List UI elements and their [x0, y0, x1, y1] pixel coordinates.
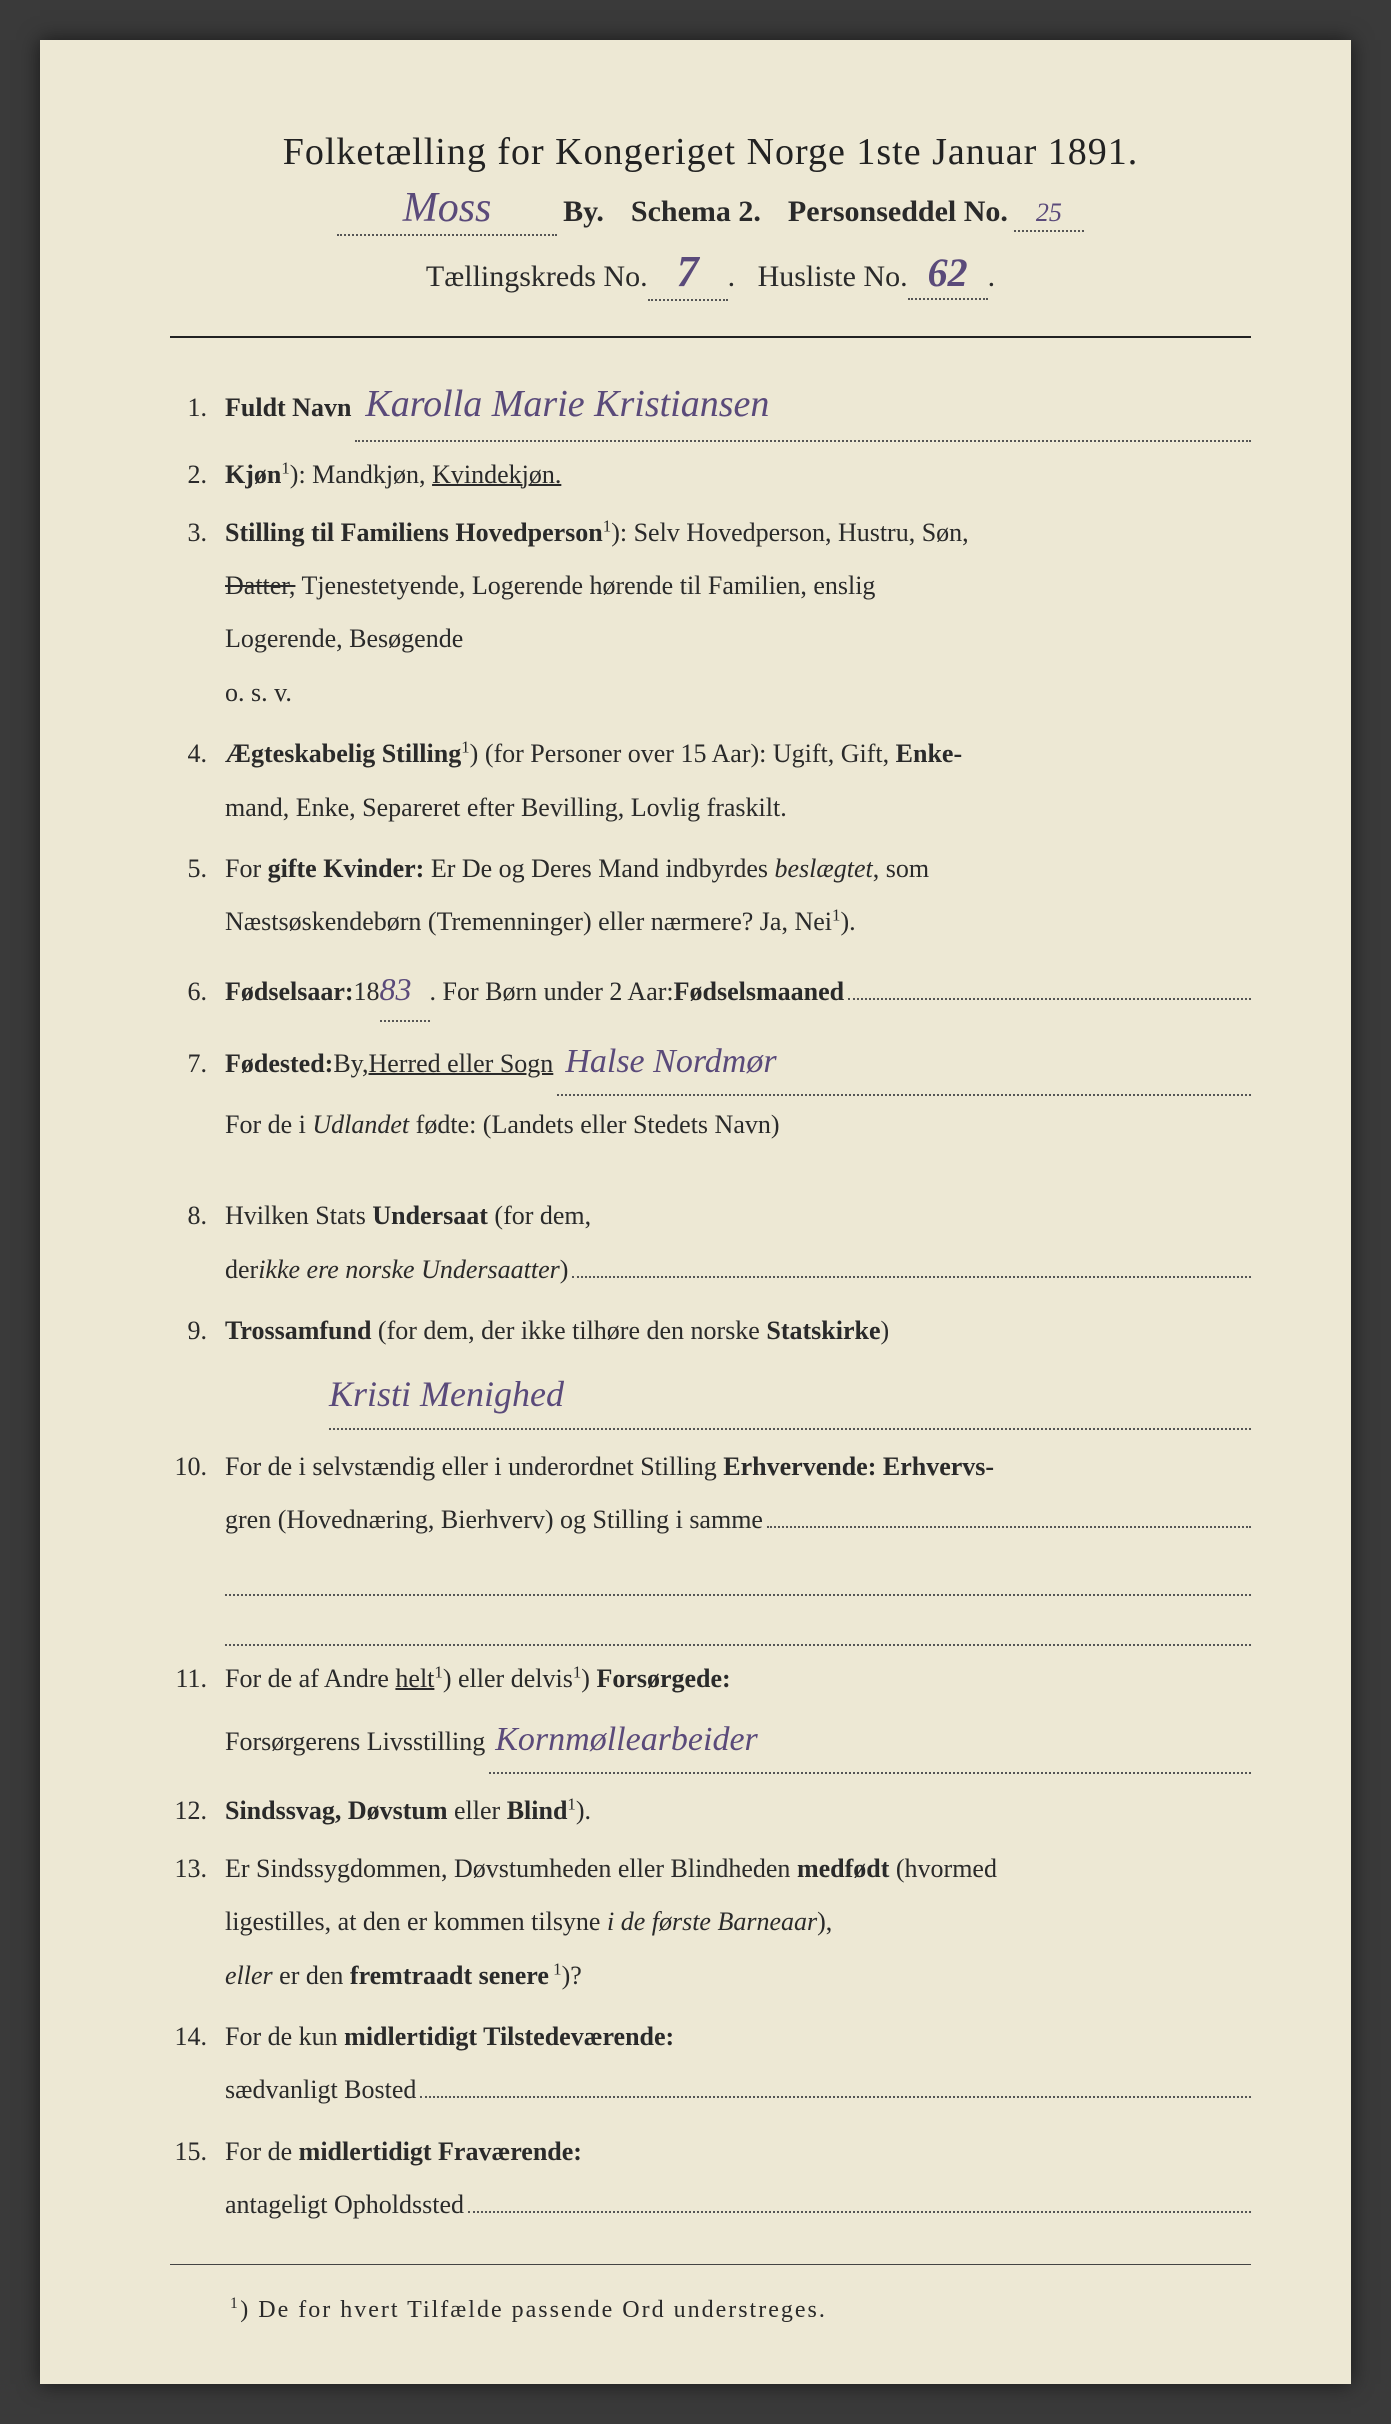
- field-8: 8. Hvilken Stats Undersaat (for dem, der…: [170, 1191, 1251, 1298]
- main-title: Folketælling for Kongeriget Norge 1ste J…: [170, 130, 1251, 174]
- census-form-page: Folketælling for Kongeriget Norge 1ste J…: [40, 40, 1351, 2384]
- personseddel-label: Personseddel No.: [788, 195, 1008, 229]
- kreds-no: 7: [648, 246, 728, 301]
- field-3: 3. Stilling til Familiens Hovedperson1):…: [170, 508, 1251, 722]
- city-field: Moss: [337, 184, 557, 236]
- field-num: 7.: [170, 1039, 225, 1088]
- field-num: 11.: [170, 1654, 225, 1703]
- field-9: 9. Trossamfund (for dem, der ikke tilhør…: [170, 1306, 1251, 1434]
- divider-bottom: [170, 2264, 1251, 2265]
- personseddel-no: 25: [1014, 198, 1084, 232]
- by-label: By.: [563, 195, 604, 229]
- field-num: 5.: [170, 844, 225, 893]
- subtitle-row: Moss By. Schema 2. Personseddel No. 25: [170, 184, 1251, 236]
- schema-label: Schema 2.: [631, 195, 761, 229]
- field-num: 9.: [170, 1306, 225, 1355]
- field-num: 1.: [170, 383, 225, 432]
- field-num: 4.: [170, 729, 225, 778]
- birth-month: [848, 998, 1251, 1000]
- field-num: 2.: [170, 450, 225, 499]
- occupation-field: [767, 1526, 1251, 1528]
- field-11: 11. For de af Andre helt1) eller delvis1…: [170, 1654, 1251, 1778]
- form-entries: 1. Fuldt Navn Karolla Marie Kristiansen …: [170, 368, 1251, 2234]
- birthplace-value: Halse Nordmør: [557, 1030, 1251, 1097]
- kvindekjon: Kvindekjøn.: [432, 460, 561, 489]
- husliste-label: Husliste No.: [758, 260, 908, 294]
- field-6: 6. Fødselsaar: 1883 . For Børn under 2 A…: [170, 959, 1251, 1022]
- field-num: 15.: [170, 2127, 225, 2176]
- blank-line: [225, 1549, 1251, 1596]
- husliste-no: 62: [908, 249, 988, 300]
- field-7: 7. Fødested: By, Herred eller Sogn Halse…: [170, 1030, 1251, 1154]
- form-header: Folketælling for Kongeriget Norge 1ste J…: [170, 130, 1251, 301]
- field-5: 5. For gifte Kvinder: Er De og Deres Man…: [170, 844, 1251, 951]
- field-num: 6.: [170, 967, 225, 1016]
- divider-top: [170, 336, 1251, 338]
- field-1: 1. Fuldt Navn Karolla Marie Kristiansen: [170, 368, 1251, 442]
- field-num: 12.: [170, 1786, 225, 1835]
- field-2: 2. Kjøn1): Mandkjøn, Kvindekjøn.: [170, 450, 1251, 499]
- field-4: 4. Ægteskabelig Stilling1) (for Personer…: [170, 729, 1251, 836]
- name-value: Karolla Marie Kristiansen: [355, 368, 1251, 442]
- undersaat-field: [572, 1276, 1251, 1278]
- trossamfund-value: Kristi Menighed: [329, 1360, 1251, 1430]
- field-num: 10.: [170, 1442, 225, 1491]
- field-num: 13.: [170, 1844, 225, 1893]
- forsorger-value: Kornmøllearbeider: [489, 1708, 1251, 1775]
- field-12: 12. Sindssvag, Døvstum eller Blind1).: [170, 1786, 1251, 1835]
- opholdssted-field: [468, 2211, 1251, 2213]
- footnote: 1) De for hvert Tilfælde passende Ord un…: [170, 2295, 1251, 2324]
- field-14: 14. For de kun midlertidigt Tilstedevære…: [170, 2012, 1251, 2119]
- field-num: 8.: [170, 1191, 225, 1240]
- kreds-label: Tællingskreds No.: [426, 260, 648, 294]
- third-row: Tællingskreds No. 7 . Husliste No. 62 .: [170, 246, 1251, 301]
- field-num: 3.: [170, 508, 225, 557]
- label: Kjøn: [225, 460, 281, 489]
- bosted-field: [420, 2096, 1251, 2098]
- field-13: 13. Er Sindssygdommen, Døvstumheden elle…: [170, 1844, 1251, 2004]
- blank-line: [225, 1600, 1251, 1647]
- field-15: 15. For de midlertidigt Fraværende: anta…: [170, 2127, 1251, 2234]
- label: Fuldt Navn: [225, 383, 351, 432]
- field-10: 10. For de i selvstændig eller i underor…: [170, 1442, 1251, 1646]
- field-num: 14.: [170, 2012, 225, 2061]
- birth-year: 83: [380, 959, 430, 1022]
